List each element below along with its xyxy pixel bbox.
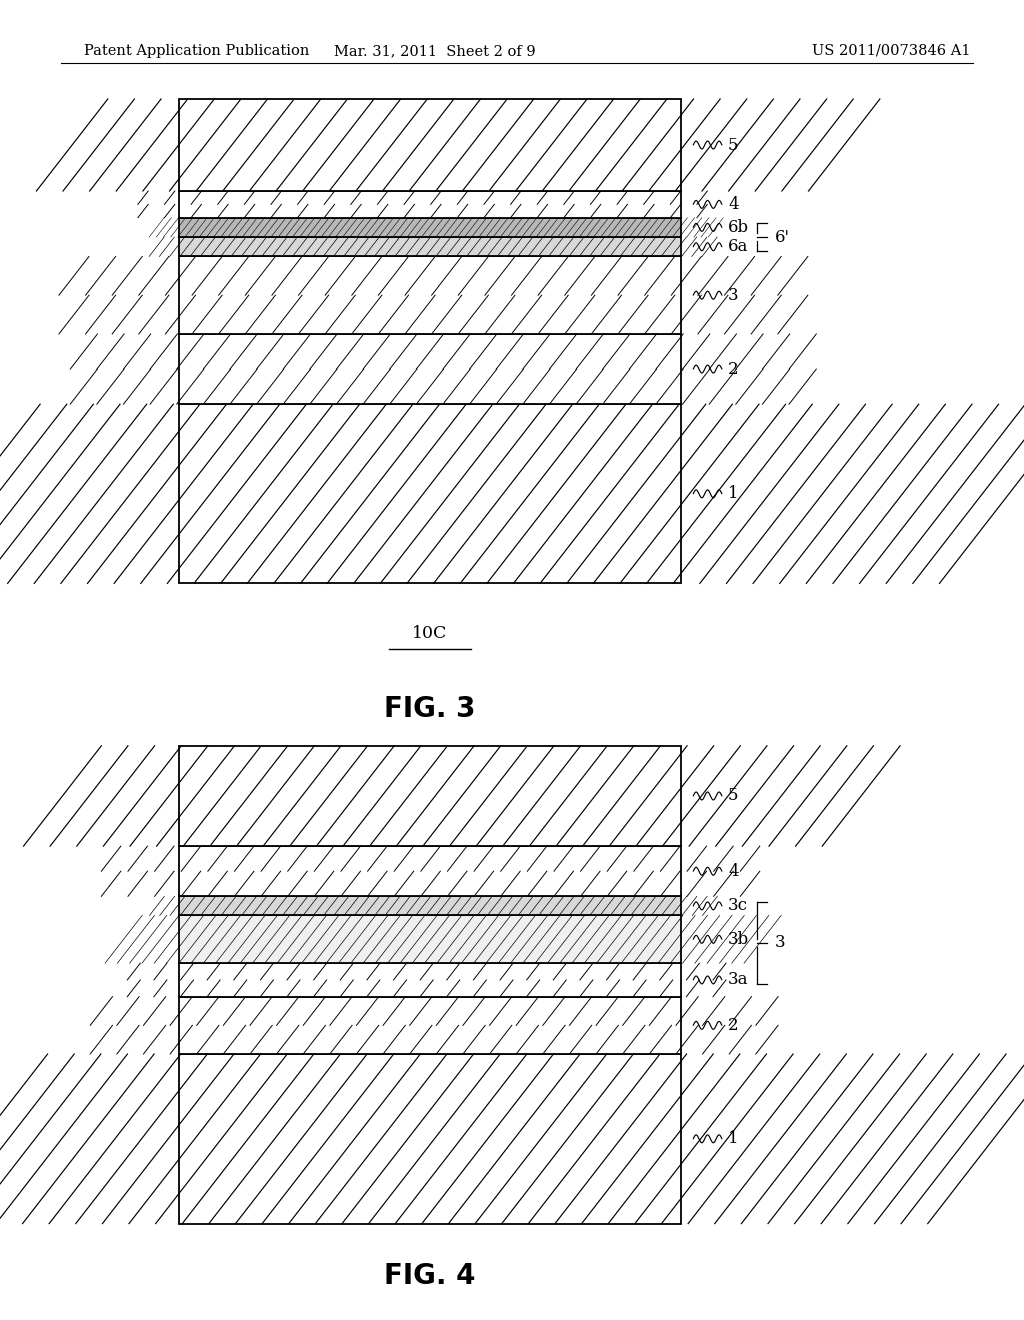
Text: 3a: 3a: [728, 972, 749, 989]
Bar: [179, 997, 681, 1053]
Bar: [179, 191, 681, 218]
Text: 5: 5: [728, 136, 738, 153]
Text: 2: 2: [728, 360, 738, 378]
Text: 4: 4: [728, 195, 738, 213]
Text: FIG. 4: FIG. 4: [384, 1262, 476, 1291]
Bar: [179, 334, 681, 404]
Text: 6b: 6b: [728, 219, 750, 236]
Text: 3c: 3c: [728, 898, 749, 915]
Text: Mar. 31, 2011  Sheet 2 of 9: Mar. 31, 2011 Sheet 2 of 9: [335, 44, 536, 58]
Text: 6': 6': [775, 228, 791, 246]
Text: 10C: 10C: [413, 626, 447, 642]
Text: 3b: 3b: [728, 931, 750, 948]
Text: 1: 1: [728, 486, 738, 503]
Text: 3: 3: [775, 935, 785, 952]
Bar: [179, 99, 681, 191]
Bar: [179, 238, 681, 256]
Text: US 2011/0073846 A1: US 2011/0073846 A1: [812, 44, 970, 58]
Bar: [179, 746, 681, 846]
Text: 3: 3: [728, 286, 738, 304]
Bar: [179, 218, 681, 238]
Bar: [179, 916, 681, 964]
Bar: [179, 964, 681, 997]
Text: 6a: 6a: [728, 238, 749, 255]
Text: 1: 1: [728, 1130, 738, 1147]
Text: 4: 4: [728, 863, 738, 879]
Bar: [179, 896, 681, 916]
Text: Patent Application Publication: Patent Application Publication: [84, 44, 309, 58]
Bar: [179, 846, 681, 896]
Bar: [179, 256, 681, 334]
Bar: [179, 1053, 681, 1224]
Text: FIG. 3: FIG. 3: [384, 694, 476, 723]
Text: 2: 2: [728, 1016, 738, 1034]
Bar: [179, 404, 681, 583]
Text: 5: 5: [728, 788, 738, 804]
